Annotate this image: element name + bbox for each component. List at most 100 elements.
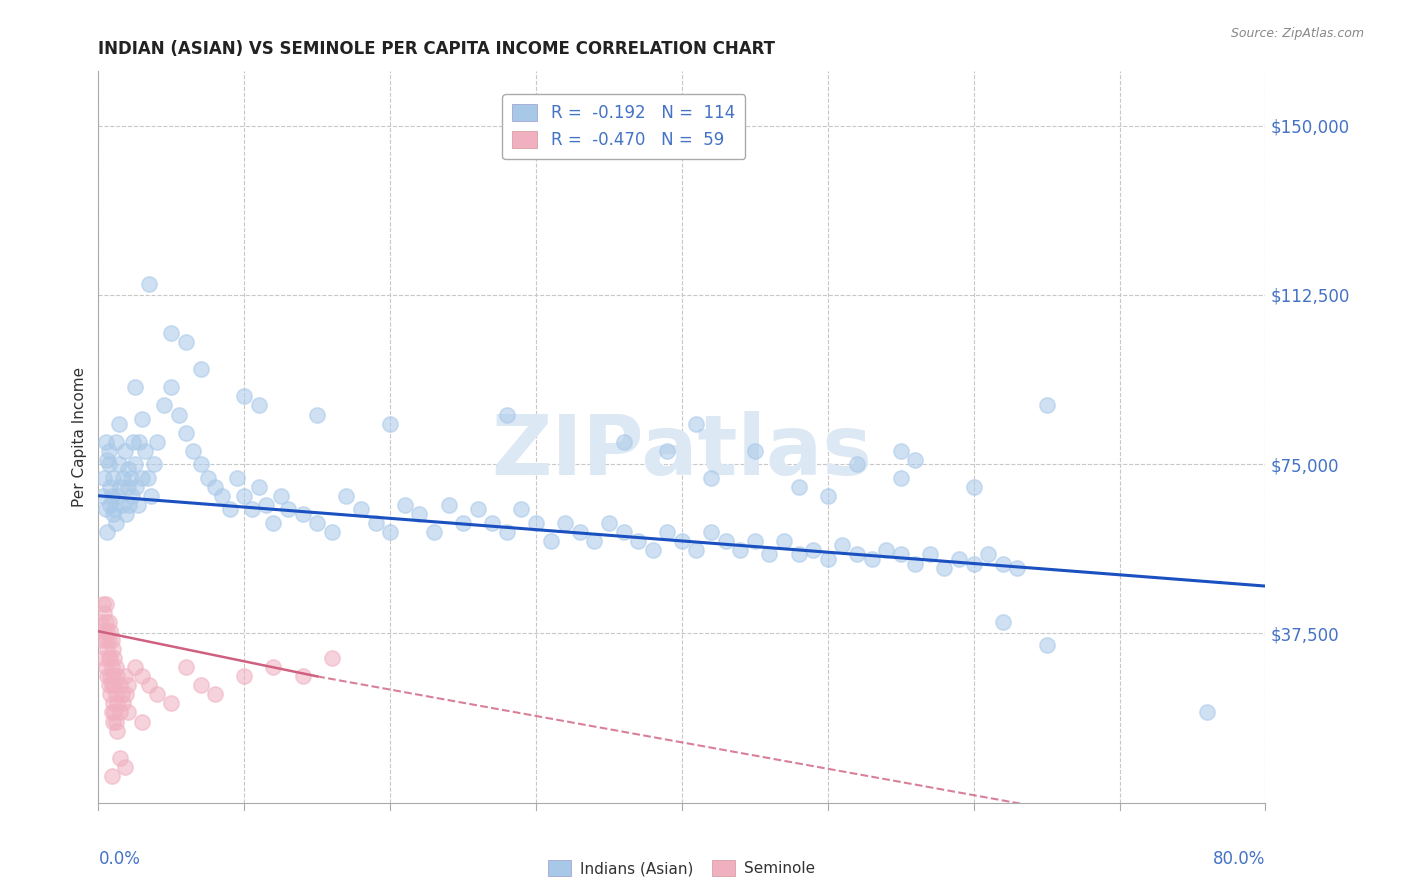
- Point: [657, 443, 679, 458]
- Point: [98, 651, 121, 665]
- Point: [890, 548, 912, 562]
- Point: [104, 714, 127, 729]
- Point: [94, 434, 117, 449]
- Point: [142, 457, 165, 471]
- Point: [991, 615, 1014, 630]
- Point: [96, 452, 118, 467]
- Point: [380, 524, 402, 539]
- Point: [160, 326, 183, 341]
- Point: [977, 548, 1000, 562]
- Point: [641, 543, 664, 558]
- Point: [146, 434, 169, 449]
- Point: [115, 688, 138, 702]
- Point: [167, 408, 190, 422]
- Point: [451, 516, 474, 530]
- Point: [100, 489, 122, 503]
- Point: [103, 678, 125, 692]
- Point: [104, 516, 127, 530]
- Point: [93, 471, 115, 485]
- Point: [380, 417, 402, 431]
- Point: [233, 389, 256, 403]
- Point: [657, 524, 679, 539]
- Point: [291, 669, 314, 683]
- Point: [93, 606, 115, 620]
- Point: [94, 597, 117, 611]
- Point: [103, 706, 125, 720]
- Point: [93, 624, 115, 639]
- Point: [962, 557, 984, 571]
- Point: [801, 543, 824, 558]
- Point: [773, 533, 796, 548]
- Point: [96, 524, 118, 539]
- Point: [111, 688, 134, 702]
- Point: [117, 480, 139, 494]
- Text: ZIPatlas: ZIPatlas: [492, 411, 872, 492]
- Point: [91, 633, 114, 648]
- Point: [124, 457, 146, 471]
- Point: [124, 660, 146, 674]
- Point: [190, 362, 212, 376]
- Point: [496, 408, 519, 422]
- Point: [131, 471, 153, 485]
- Point: [685, 543, 707, 558]
- Point: [787, 480, 810, 494]
- Point: [918, 548, 941, 562]
- Point: [110, 706, 132, 720]
- Point: [904, 557, 927, 571]
- Point: [97, 457, 120, 471]
- Point: [934, 561, 956, 575]
- Point: [904, 452, 927, 467]
- Point: [101, 697, 124, 711]
- Point: [101, 714, 124, 729]
- Point: [108, 457, 131, 471]
- Point: [408, 507, 430, 521]
- Point: [111, 498, 134, 512]
- Point: [437, 498, 460, 512]
- Point: [307, 408, 329, 422]
- Point: [247, 480, 270, 494]
- Point: [335, 489, 357, 503]
- Point: [93, 651, 115, 665]
- Point: [100, 769, 122, 783]
- Point: [1035, 399, 1057, 413]
- Point: [744, 443, 766, 458]
- Point: [136, 471, 159, 485]
- Point: [174, 425, 197, 440]
- Point: [583, 533, 606, 548]
- Point: [131, 412, 153, 426]
- Point: [105, 723, 128, 738]
- Point: [98, 624, 121, 639]
- Point: [91, 489, 114, 503]
- Point: [96, 624, 118, 639]
- Point: [685, 417, 707, 431]
- Point: [105, 489, 128, 503]
- Point: [270, 489, 292, 503]
- Point: [110, 480, 132, 494]
- Point: [127, 498, 149, 512]
- Point: [211, 489, 233, 503]
- Point: [174, 660, 197, 674]
- Point: [100, 660, 122, 674]
- Point: [98, 480, 121, 494]
- Point: [138, 277, 160, 291]
- Point: [496, 524, 519, 539]
- Point: [115, 507, 138, 521]
- Point: [91, 597, 114, 611]
- Point: [714, 533, 737, 548]
- Point: [94, 660, 117, 674]
- Point: [197, 471, 219, 485]
- Point: [114, 443, 136, 458]
- Text: Source: ZipAtlas.com: Source: ZipAtlas.com: [1230, 27, 1364, 40]
- Point: [110, 678, 132, 692]
- Point: [112, 697, 135, 711]
- Point: [860, 552, 883, 566]
- Point: [104, 434, 127, 449]
- Point: [117, 678, 139, 692]
- Point: [364, 516, 387, 530]
- Point: [307, 516, 329, 530]
- Point: [160, 380, 183, 394]
- Point: [540, 533, 562, 548]
- Point: [124, 380, 146, 394]
- Point: [100, 633, 122, 648]
- Point: [240, 502, 263, 516]
